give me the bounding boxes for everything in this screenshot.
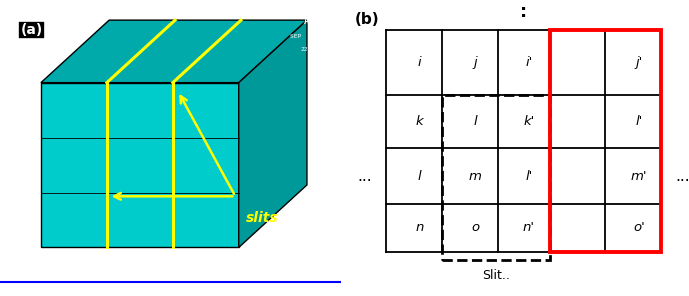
- Text: :: :: [520, 3, 527, 21]
- Polygon shape: [41, 83, 238, 247]
- Text: i: i: [418, 56, 422, 69]
- Bar: [550, 30, 661, 252]
- Text: 22:10:13: 22:10:13: [301, 47, 331, 52]
- Text: (b): (b): [355, 12, 380, 27]
- Text: (a): (a): [21, 23, 43, 37]
- Text: l: l: [418, 170, 422, 183]
- Text: ...: ...: [358, 169, 372, 184]
- Text: ...: ...: [675, 169, 689, 184]
- Text: l': l': [525, 170, 533, 183]
- Text: slits: slits: [245, 210, 278, 224]
- Text: o': o': [633, 221, 645, 234]
- Text: j: j: [473, 56, 477, 69]
- Text: j': j': [635, 56, 643, 69]
- Text: n: n: [415, 221, 424, 234]
- Text: l: l: [473, 115, 477, 128]
- Polygon shape: [41, 20, 307, 83]
- Text: l': l': [635, 115, 643, 128]
- Text: SEP  2 2008: SEP 2 2008: [289, 34, 331, 39]
- Text: m': m': [630, 170, 647, 183]
- Bar: [442, 95, 550, 260]
- Text: Slit..: Slit..: [482, 269, 510, 282]
- Text: k: k: [416, 115, 424, 128]
- Text: k': k': [524, 115, 535, 128]
- Text: ANSYS: ANSYS: [304, 17, 331, 26]
- Text: n': n': [523, 221, 535, 234]
- Text: i': i': [525, 56, 533, 69]
- Text: o: o: [471, 221, 480, 234]
- Polygon shape: [238, 20, 307, 247]
- Text: m: m: [469, 170, 482, 183]
